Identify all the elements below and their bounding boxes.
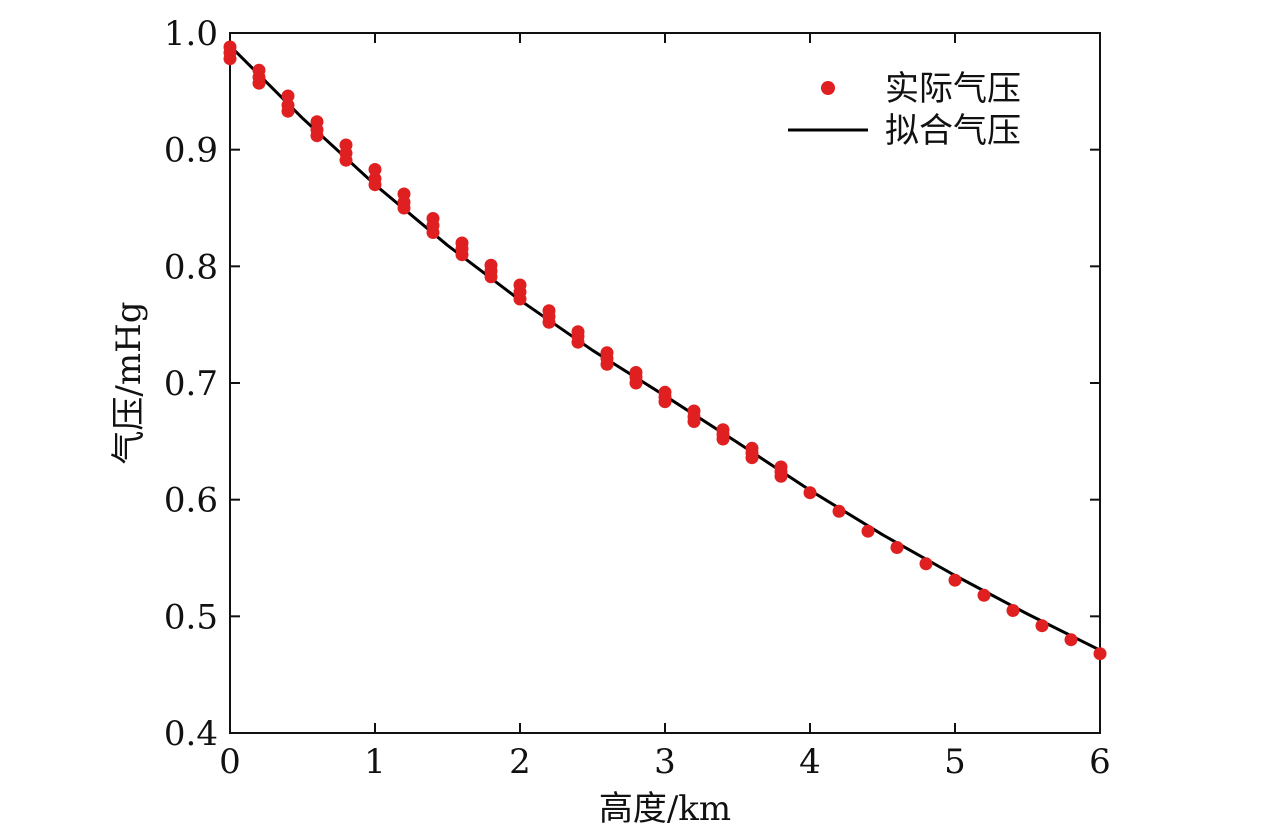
- scatter-points-layer: [223, 40, 1107, 661]
- scatter-point: [658, 395, 672, 409]
- scatter-point: [484, 270, 498, 284]
- y-tick-label: 1.0: [164, 14, 218, 54]
- scatter-point: [397, 201, 411, 215]
- legend: 实际气压 拟合气压: [788, 69, 1021, 151]
- x-tick-label: 0: [219, 742, 241, 782]
- scatter-point: [1093, 647, 1107, 661]
- scatter-point: [600, 357, 614, 371]
- x-tick-label: 1: [364, 742, 386, 782]
- legend-marker-actual: [821, 81, 835, 95]
- scatter-point: [919, 557, 933, 571]
- scatter-point: [223, 52, 237, 66]
- scatter-point: [1035, 619, 1049, 633]
- scatter-point: [948, 573, 962, 587]
- scatter-point: [716, 432, 730, 446]
- scatter-point: [368, 178, 382, 192]
- y-tick-label: 0.6: [164, 481, 218, 521]
- scatter-point: [803, 486, 817, 500]
- scatter-point: [455, 248, 469, 262]
- y-tick-label: 0.9: [164, 131, 218, 171]
- legend-label-actual: 实际气压: [885, 69, 1021, 109]
- scatter-point: [252, 76, 266, 90]
- x-tick-label: 5: [944, 742, 966, 782]
- scatter-point: [513, 292, 527, 306]
- x-axis-title: 高度/km: [599, 789, 731, 829]
- y-tick-label: 0.4: [164, 714, 218, 754]
- scatter-point: [281, 89, 295, 103]
- x-tick-label: 3: [654, 742, 676, 782]
- x-axis-ticks: 0 1 2 3 4 5 6: [219, 33, 1111, 782]
- scatter-point: [861, 524, 875, 538]
- x-tick-label: 2: [509, 742, 531, 782]
- y-tick-label: 0.8: [164, 247, 218, 287]
- scatter-point: [774, 469, 788, 483]
- scatter-point: [281, 104, 295, 118]
- x-tick-label: 4: [799, 742, 821, 782]
- scatter-point: [977, 588, 991, 602]
- x-tick-label: 6: [1089, 742, 1111, 782]
- y-axis-ticks: 0.4 0.5 0.6 0.7 0.8 0.9 1.0: [164, 14, 1100, 754]
- y-tick-label: 0.7: [164, 364, 218, 404]
- scatter-point: [339, 153, 353, 167]
- scatter-point: [687, 415, 701, 428]
- scatter-point: [629, 376, 643, 390]
- scatter-point: [571, 335, 585, 349]
- legend-label-fit: 拟合气压: [885, 111, 1021, 151]
- scatter-point: [368, 163, 382, 176]
- scatter-point: [890, 541, 904, 554]
- scatter-point: [310, 129, 324, 143]
- scatter-point: [426, 226, 440, 239]
- scatter-point: [1006, 604, 1020, 617]
- y-axis-title: 气压/mHg: [109, 301, 149, 464]
- scatter-point: [745, 451, 759, 465]
- scatter-point: [542, 315, 556, 329]
- scatter-point: [832, 504, 846, 518]
- scatter-point: [1064, 633, 1078, 647]
- y-tick-label: 0.5: [164, 597, 218, 637]
